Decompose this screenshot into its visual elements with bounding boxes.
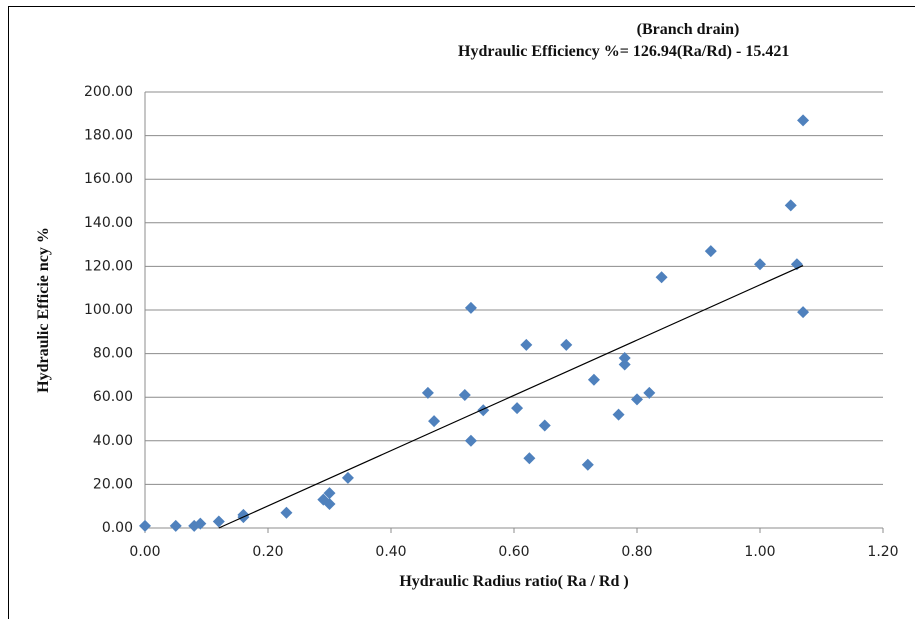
- data-point: [194, 517, 207, 530]
- data-point: [280, 506, 293, 519]
- data-point: [212, 515, 225, 528]
- y-tick-label: 80.00: [93, 346, 133, 362]
- chart-frame: [8, 6, 915, 619]
- x-tick-label: 1.20: [867, 544, 898, 560]
- y-tick-label: 120.00: [84, 258, 133, 274]
- data-point: [618, 351, 631, 364]
- x-tick-label: 1.00: [744, 544, 775, 560]
- y-axis-label: Hydraulic Efficie ncy %: [35, 227, 52, 393]
- data-point: [323, 487, 336, 500]
- trendline: [218, 264, 804, 529]
- data-point: [458, 389, 471, 402]
- y-tick-label: 180.00: [84, 128, 133, 144]
- data-point: [511, 402, 524, 415]
- data-point: [421, 386, 434, 399]
- x-tick-label: 0.80: [621, 544, 652, 560]
- data-point: [477, 404, 490, 417]
- y-tick-label: 100.00: [84, 302, 133, 318]
- data-point: [784, 199, 797, 212]
- y-tick-label: 0.00: [102, 520, 133, 536]
- data-point: [631, 393, 643, 406]
- x-tick-label: 0.40: [375, 544, 406, 560]
- x-tick-label: 0.20: [252, 544, 283, 560]
- data-point: [341, 471, 354, 484]
- data-point: [139, 519, 151, 532]
- data-point: [520, 338, 533, 351]
- data-point: [797, 306, 810, 319]
- x-tick-label: 0.60: [498, 544, 529, 560]
- y-tick-label: 60.00: [93, 389, 133, 405]
- y-tick-label: 160.00: [84, 171, 133, 187]
- x-axis-label: Hydraulic Radius ratio( Ra / Rd ): [399, 573, 628, 590]
- data-point: [464, 434, 477, 447]
- data-point: [538, 419, 551, 432]
- data-point: [797, 114, 810, 127]
- chart-title: (Branch drain): [637, 21, 740, 38]
- data-point: [581, 458, 594, 471]
- data-point: [464, 301, 477, 314]
- data-point: [323, 498, 336, 511]
- data-point: [560, 338, 573, 351]
- data-point: [587, 373, 600, 386]
- data-point: [169, 519, 182, 532]
- data-point: [643, 386, 656, 399]
- data-point: [612, 408, 625, 421]
- y-tick-label: 40.00: [93, 433, 133, 449]
- data-point: [655, 271, 668, 284]
- data-point: [618, 358, 631, 371]
- y-tick-label: 140.00: [84, 215, 133, 231]
- data-point: [704, 245, 717, 258]
- y-tick-label: 200.00: [84, 84, 133, 100]
- chart-subtitle: Hydraulic Efficiency %= 126.94(Ra/Rd) - …: [458, 43, 789, 60]
- y-tick-label: 20.00: [93, 476, 133, 492]
- x-tick-label: 0.00: [129, 544, 160, 560]
- data-point: [754, 258, 766, 271]
- data-point: [428, 415, 441, 428]
- data-point: [523, 452, 536, 465]
